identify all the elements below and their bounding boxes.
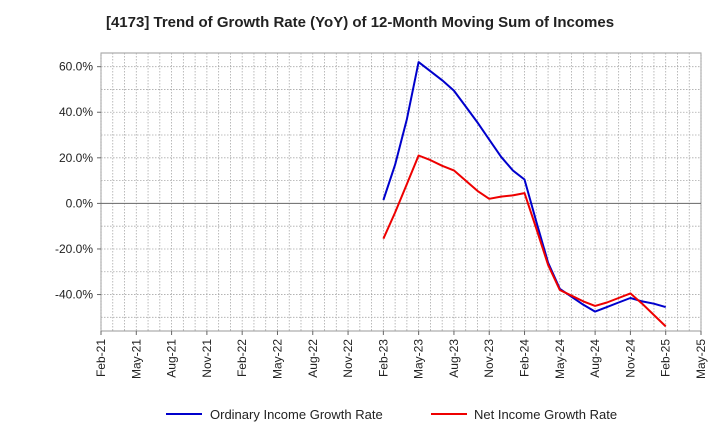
x-tick-label: Feb-21 xyxy=(94,339,108,377)
x-tick-label: May-25 xyxy=(694,339,708,379)
x-tick-label: Feb-23 xyxy=(376,339,390,377)
x-tick-label: Aug-23 xyxy=(447,339,461,378)
legend-label: Ordinary Income Growth Rate xyxy=(210,407,383,422)
x-tick-label: Feb-25 xyxy=(659,339,673,377)
plot-area-frame xyxy=(100,52,702,332)
chart-title: [4173] Trend of Growth Rate (YoY) of 12-… xyxy=(105,14,615,31)
x-tick-label: May-22 xyxy=(270,339,284,379)
legend-label: Net Income Growth Rate xyxy=(474,407,617,422)
x-tick-label: Feb-22 xyxy=(235,339,249,377)
y-tick-label: 40.0% xyxy=(59,105,93,119)
x-tick-label: Feb-24 xyxy=(518,339,532,377)
x-tick-label: Nov-22 xyxy=(341,339,355,378)
y-tick-label: 20.0% xyxy=(59,151,93,165)
x-tick-label: Aug-24 xyxy=(588,339,602,378)
x-tick-label: Nov-21 xyxy=(200,339,214,378)
y-tick-label: -40.0% xyxy=(55,288,93,302)
x-tick-label: May-23 xyxy=(412,339,426,379)
x-tick-label: May-21 xyxy=(129,339,143,379)
x-tick-label: Aug-21 xyxy=(165,339,179,378)
series-line-net-income xyxy=(382,154,667,328)
series-line-ordinary-income xyxy=(382,61,666,313)
y-tick-label: 0.0% xyxy=(66,196,94,210)
x-tick-label: May-24 xyxy=(553,339,567,379)
x-tick-label: Nov-24 xyxy=(623,339,637,378)
y-tick-label: 60.0% xyxy=(59,60,93,74)
x-tick-label: Aug-22 xyxy=(306,339,320,378)
y-tick-label: -20.0% xyxy=(55,242,93,256)
x-tick-label: Nov-23 xyxy=(482,339,496,378)
